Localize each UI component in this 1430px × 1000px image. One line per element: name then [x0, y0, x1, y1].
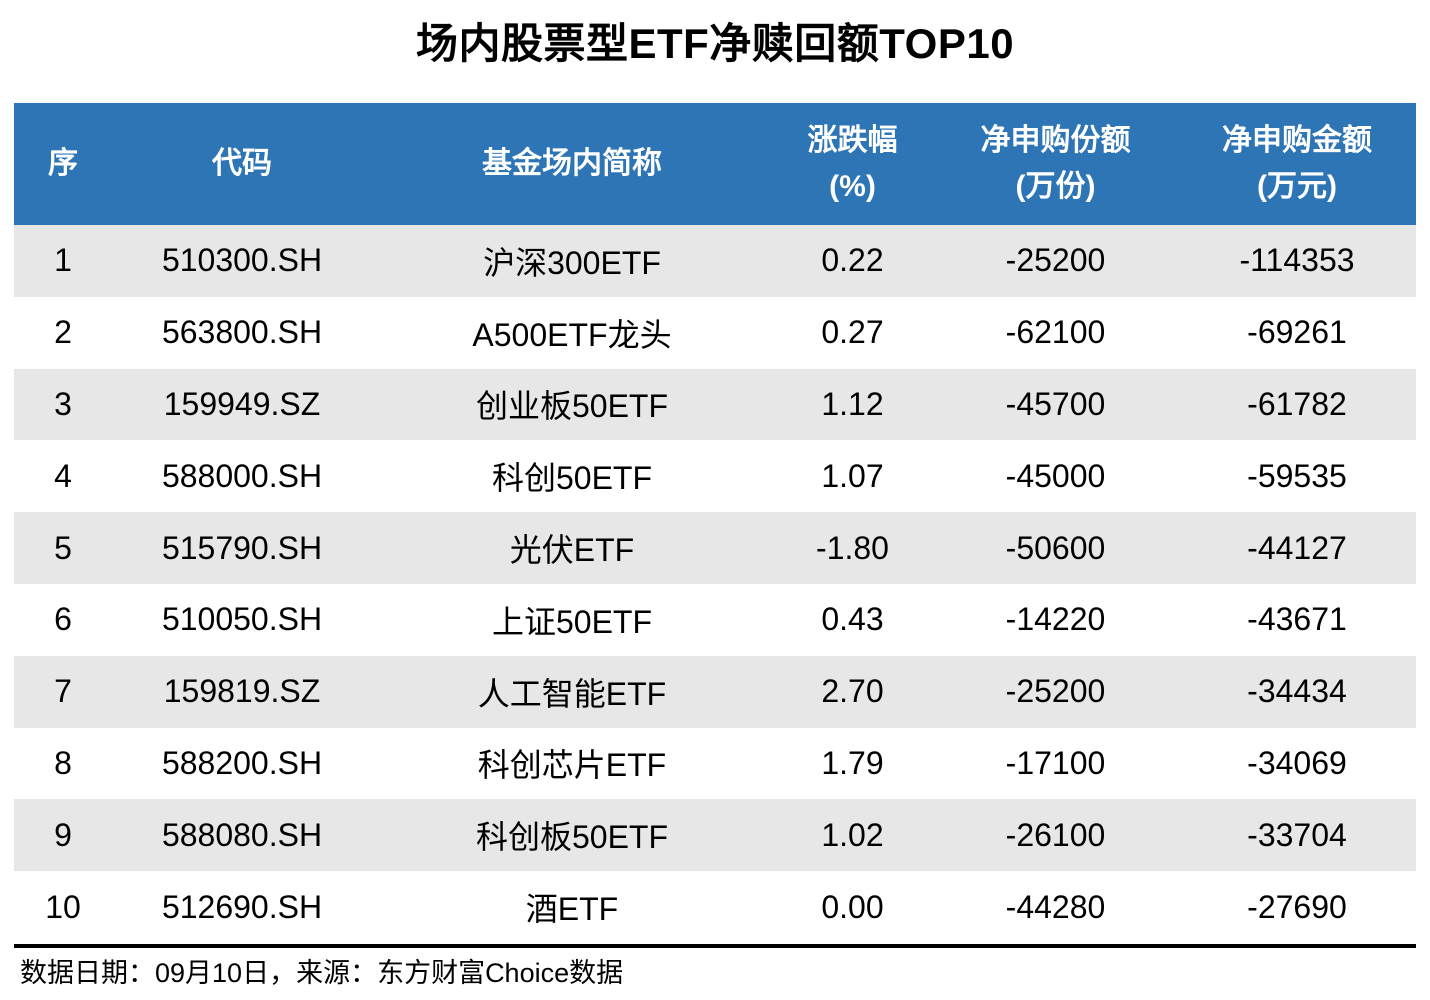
cell-fund-name: 科创50ETF	[491, 460, 653, 497]
column-header-label: 序	[48, 146, 78, 180]
cell-seq: 8	[54, 744, 72, 781]
footer-divider	[14, 944, 1416, 948]
cell-code: 510050.SH	[161, 601, 323, 638]
table-row: 5 515790.SH 光伏ETF -1.80 -50600 -44127	[14, 512, 1416, 584]
column-header-seq: 序	[14, 103, 112, 225]
cell-code: 588200.SH	[161, 744, 323, 781]
cell-seq: 1	[54, 242, 72, 279]
cell-change-pct: 0.27	[821, 314, 884, 351]
cell-net-shares: -45700	[1005, 385, 1106, 422]
table-row: 2 563800.SH A500ETF龙头 0.27 -62100 -69261	[14, 296, 1416, 369]
cell-code: 159819.SZ	[163, 673, 321, 710]
header-row: 序 代码 基金场内简称 涨跌幅 (%) 净申购份额 (万份) 净申购金额 (万元)	[14, 103, 1416, 225]
cell-net-amount: -33704	[1247, 816, 1347, 853]
table-header: 序 代码 基金场内简称 涨跌幅 (%) 净申购份额 (万份) 净申购金额 (万元)	[14, 103, 1416, 225]
table-row: 1 510300.SH 沪深300ETF 0.22 -25200 -114353	[14, 225, 1416, 297]
cell-net-shares: -50600	[1005, 529, 1106, 566]
cell-fund-name: 上证50ETF	[491, 603, 653, 640]
cell-net-amount: -59535	[1247, 457, 1347, 494]
cell-code: 515790.SH	[161, 529, 323, 566]
cell-seq: 5	[54, 529, 72, 566]
etf-table: 序 代码 基金场内简称 涨跌幅 (%) 净申购份额 (万份) 净申购金额 (万元)	[14, 103, 1416, 943]
cell-net-shares: -44280	[1005, 888, 1106, 925]
cell-net-shares: -17100	[1005, 744, 1106, 781]
cell-change-pct: 0.22	[821, 242, 884, 279]
table-row: 3 159949.SZ 创业板50ETF 1.12 -45700 -61782	[14, 368, 1416, 441]
cell-seq: 6	[54, 601, 72, 638]
column-header-unit: (万份)	[1015, 170, 1096, 203]
cell-seq: 2	[54, 314, 72, 351]
cell-fund-name: 沪深300ETF	[483, 244, 661, 281]
cell-seq: 3	[54, 385, 72, 422]
cell-net-shares: -26100	[1005, 816, 1106, 853]
cell-net-amount: -34434	[1247, 673, 1347, 710]
table-row: 9 588080.SH 科创板50ETF 1.02 -26100 -33704	[14, 799, 1416, 872]
column-header-label: 净申购份额	[980, 123, 1131, 157]
cell-net-amount: -61782	[1247, 385, 1347, 422]
cell-seq: 10	[45, 888, 81, 925]
cell-fund-name: 光伏ETF	[509, 532, 635, 569]
table-body: 1 510300.SH 沪深300ETF 0.22 -25200 -114353…	[14, 225, 1416, 943]
cell-change-pct: 1.79	[821, 744, 884, 781]
table-row: 10 512690.SH 酒ETF 0.00 -44280 -27690	[14, 871, 1416, 943]
cell-code: 588080.SH	[161, 816, 323, 853]
cell-change-pct: 0.00	[821, 888, 884, 925]
cell-fund-name: 科创板50ETF	[475, 819, 669, 856]
cell-code: 512690.SH	[161, 888, 323, 925]
column-header-net-shares: 净申购份额 (万份)	[933, 103, 1178, 225]
column-header-code: 代码	[112, 103, 372, 225]
column-header-label: 涨跌幅	[807, 123, 898, 157]
cell-code: 563800.SH	[161, 314, 323, 351]
column-header-change-pct: 涨跌幅 (%)	[772, 103, 933, 225]
column-header-unit: (万元)	[1257, 170, 1337, 203]
cell-net-amount: -27690	[1247, 888, 1347, 925]
cell-fund-name: 科创芯片ETF	[477, 747, 667, 784]
column-header-unit: (%)	[829, 170, 876, 203]
table-row: 8 588200.SH 科创芯片ETF 1.79 -17100 -34069	[14, 727, 1416, 800]
cell-fund-name: 创业板50ETF	[475, 388, 669, 425]
table-row: 4 588000.SH 科创50ETF 1.07 -45000 -59535	[14, 440, 1416, 513]
cell-seq: 7	[54, 673, 72, 710]
table-row: 6 510050.SH 上证50ETF 0.43 -14220 -43671	[14, 583, 1416, 656]
cell-code: 159949.SZ	[163, 385, 321, 422]
cell-fund-name: 人工智能ETF	[477, 675, 667, 712]
cell-net-shares: -25200	[1005, 673, 1106, 710]
cell-net-amount: -44127	[1247, 529, 1347, 566]
column-header-label: 代码	[212, 146, 272, 180]
column-header-net-amount: 净申购金额 (万元)	[1178, 103, 1416, 225]
cell-net-shares: -14220	[1005, 601, 1106, 638]
column-header-label: 基金场内简称	[482, 146, 662, 180]
cell-net-amount: -43671	[1247, 601, 1347, 638]
cell-net-shares: -62100	[1005, 314, 1106, 351]
cell-fund-name: A500ETF龙头	[472, 316, 672, 353]
cell-net-amount: -69261	[1247, 314, 1347, 351]
source-note: 数据日期：09月10日，来源：东方财富Choice数据	[20, 958, 624, 988]
page-title: 场内股票型ETF净赎回额TOP10	[415, 20, 1015, 67]
cell-change-pct: 1.02	[821, 816, 884, 853]
column-header-label: 净申购金额	[1222, 123, 1372, 157]
cell-net-amount: -34069	[1247, 744, 1347, 781]
cell-change-pct: 1.12	[821, 385, 884, 422]
cell-change-pct: 0.43	[821, 601, 884, 638]
column-header-fund-name: 基金场内简称	[372, 103, 772, 225]
cell-net-shares: -25200	[1005, 242, 1106, 279]
cell-seq: 4	[54, 457, 72, 494]
table-row: 7 159819.SZ 人工智能ETF 2.70 -25200 -34434	[14, 655, 1416, 728]
cell-net-amount: -114353	[1239, 242, 1355, 279]
cell-seq: 9	[54, 816, 72, 853]
cell-fund-name: 酒ETF	[525, 891, 619, 928]
cell-change-pct: -1.80	[816, 529, 889, 566]
cell-code: 510300.SH	[161, 242, 323, 279]
cell-code: 588000.SH	[161, 457, 323, 494]
cell-net-shares: -45000	[1005, 457, 1106, 494]
cell-change-pct: 2.70	[821, 673, 884, 710]
cell-change-pct: 1.07	[821, 457, 884, 494]
